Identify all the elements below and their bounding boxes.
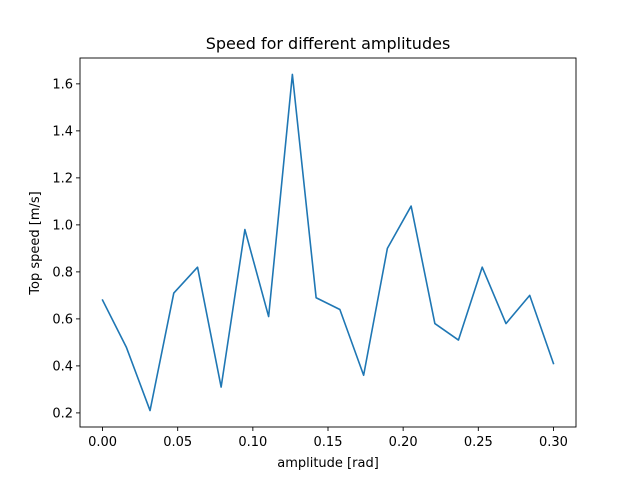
y-tick-label: 1.2 — [52, 171, 73, 186]
x-tick-label: 0.25 — [464, 435, 493, 450]
plot-area: 0.00 0.05 0.10 0.15 0.20 0.25 0.30 0.2 0.4 0.6 0.8… — [52, 57, 577, 450]
x-tick-label: 0.30 — [539, 435, 568, 450]
y-tick-label: 0.4 — [52, 359, 73, 374]
x-tick-label: 0.20 — [389, 435, 418, 450]
x-tick-label: 0.10 — [238, 435, 267, 450]
x-tick-label: 0.00 — [88, 435, 117, 450]
y-tick-label: 0.2 — [52, 406, 73, 421]
y-tick-label: 1.0 — [52, 218, 73, 233]
x-axis-label: amplitude [rad] — [277, 456, 379, 471]
y-tick-label: 0.6 — [52, 312, 73, 327]
y-tick-label: 1.4 — [52, 124, 73, 139]
series-line-0 — [101, 73, 555, 412]
y-tick-label: 0.8 — [52, 265, 73, 280]
x-tick-label: 0.15 — [314, 435, 343, 450]
x-tick-label: 0.05 — [163, 435, 192, 450]
chart-title: Speed for different amplitudes — [206, 34, 451, 53]
y-axis-label: Top speed [m/s] — [28, 191, 43, 295]
y-tick-label: 1.6 — [52, 77, 73, 92]
